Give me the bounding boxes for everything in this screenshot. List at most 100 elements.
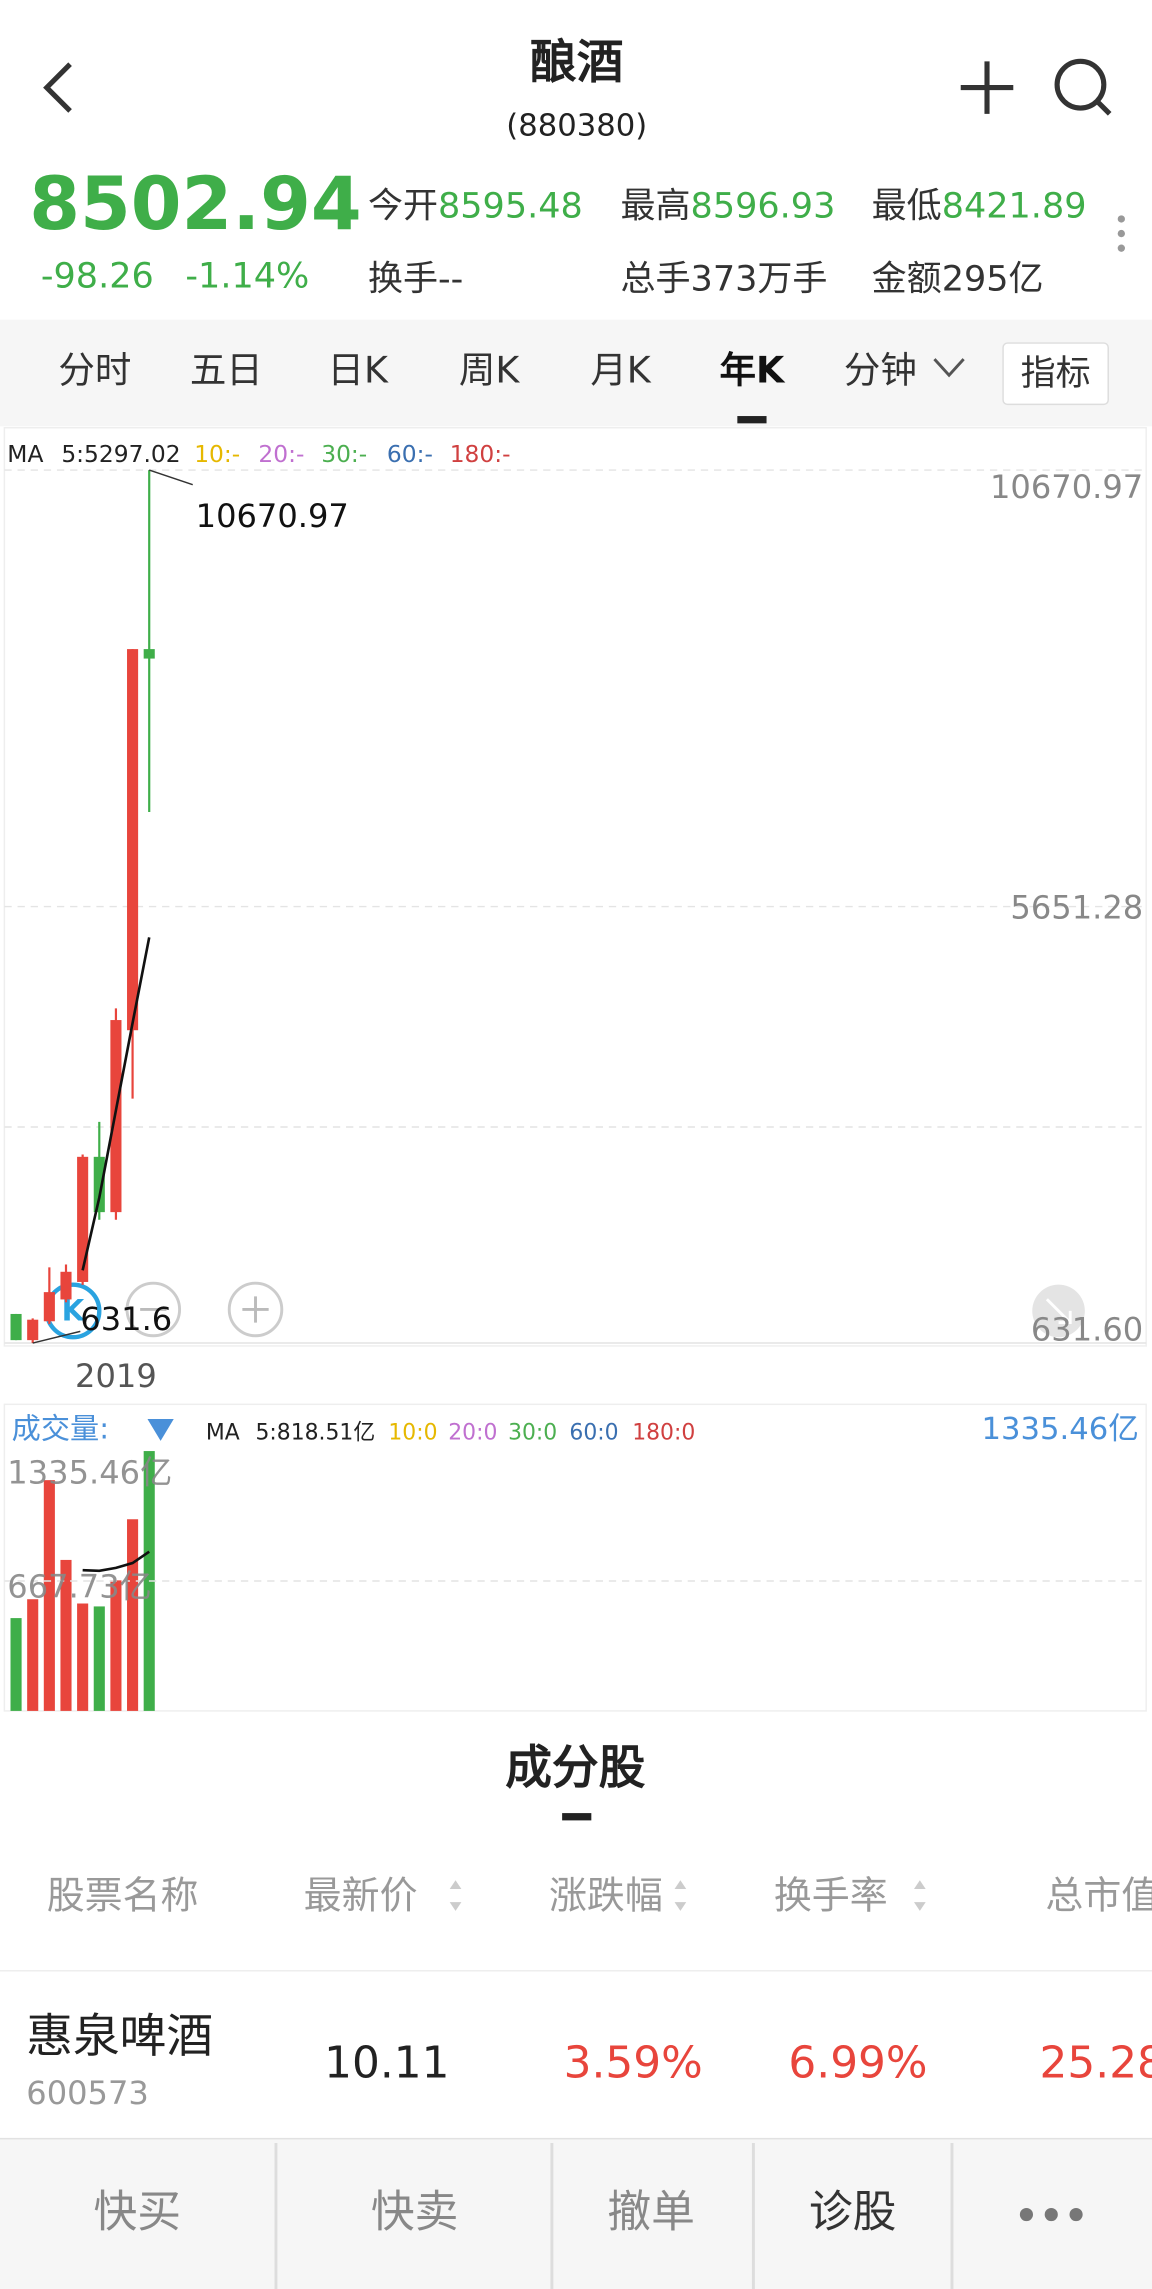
ma-legend: 20:- — [258, 440, 304, 468]
volume-dropdown[interactable] — [147, 1418, 174, 1441]
bottom-button[interactable]: 快买 — [93, 2187, 181, 2238]
candle-body — [143, 649, 155, 659]
indicator-box[interactable] — [1002, 342, 1109, 406]
stat: 总手373万手 — [621, 258, 828, 299]
fullscreen[interactable] — [1032, 1284, 1085, 1338]
stat: 最低8421.89 — [872, 185, 1087, 226]
volume-max: 1335.46亿 — [981, 1412, 1138, 1447]
kline-frame — [3, 426, 1147, 1347]
more-menu[interactable] — [1019, 2207, 1083, 2222]
volume-ma-legend: 5:818.51亿 — [256, 1421, 376, 1446]
stock-turnover: 6.99% — [788, 2038, 927, 2089]
add-button[interactable] — [960, 61, 1014, 114]
y-tick-label: 10670.97 — [990, 468, 1143, 506]
volume-tick-label: 1335.46亿 — [7, 1453, 172, 1491]
volume-ma-legend: MA — [206, 1421, 240, 1446]
tab[interactable]: 分时 — [58, 349, 131, 392]
stock-code: 600573 — [26, 2074, 149, 2112]
tab[interactable]: 月K — [590, 349, 651, 392]
bar-dividers — [274, 2143, 954, 2289]
sort-arrows — [914, 1880, 926, 1911]
candle-body — [93, 1156, 105, 1213]
candle-body — [10, 1313, 22, 1341]
back-button[interactable] — [43, 62, 72, 113]
annotation-line — [148, 469, 193, 486]
volume-bar — [27, 1599, 39, 1711]
stat: 今开8595.48 — [368, 185, 583, 226]
tab[interactable]: 日K — [328, 349, 389, 392]
stat-value: -- — [438, 258, 463, 299]
column-header[interactable]: 最新价 — [304, 1873, 418, 1917]
stat: 换手-- — [368, 258, 463, 299]
tabs: 分时 五日 日K 周K 月K 年K 分钟 — [58, 349, 917, 392]
section-title: 成分股 — [505, 1741, 645, 1795]
title: 酿酒 — [530, 36, 623, 90]
tab-underline — [737, 416, 767, 424]
stat-value: 8596.93 — [691, 185, 836, 226]
stat-value: 295亿 — [942, 258, 1044, 299]
volume-ma-legend: 180:0 — [632, 1421, 695, 1446]
stock-cap: 25.28 — [1040, 2038, 1152, 2089]
volume-bar — [93, 1606, 105, 1711]
stat-label: 最低 — [872, 185, 942, 226]
y-tick-label: 631.60 — [1031, 1310, 1143, 1348]
price: 8502.94 — [29, 162, 361, 247]
stock-change: 3.59% — [564, 2038, 703, 2089]
stat: 金额295亿 — [872, 258, 1044, 299]
volume-title: 成交量: — [12, 1412, 109, 1446]
change: -98.26 — [41, 255, 154, 296]
volume-ma-legend: 10:0 — [388, 1421, 437, 1446]
volume-bar — [77, 1603, 89, 1711]
x-tick-label: 2019 — [75, 1357, 157, 1395]
stat-label: 今开 — [368, 185, 438, 226]
volume-ma-legend: 60:0 — [569, 1421, 618, 1446]
zoom-in[interactable] — [227, 1281, 284, 1338]
ma-legend: 180:- — [450, 440, 511, 468]
y-tick-label: 5651.28 — [1010, 888, 1143, 926]
sort-arrows — [449, 1880, 462, 1911]
ma-legend: 5:5297.02 — [61, 440, 180, 468]
volume-ma-legend: 30:0 — [508, 1421, 557, 1446]
volume-bar — [127, 1519, 139, 1711]
dropdown-icon[interactable] — [933, 358, 965, 378]
ma-legend: MA — [7, 440, 43, 468]
column-header[interactable]: 涨跌幅 — [549, 1873, 663, 1917]
indicator-button[interactable]: 指标 — [1021, 353, 1091, 394]
ma-legend: 30:- — [321, 440, 367, 468]
tab[interactable]: 分钟 — [844, 349, 917, 392]
tab[interactable]: 五日 — [190, 349, 263, 392]
search-button[interactable] — [1054, 58, 1112, 116]
volume-bar — [60, 1559, 72, 1711]
tab-bar — [0, 319, 1152, 427]
volume-bar — [110, 1580, 122, 1711]
column-header: 股票名称 — [47, 1873, 199, 1917]
zoom-out[interactable] — [125, 1281, 182, 1338]
stock-name[interactable]: 惠泉啤酒 — [26, 2010, 213, 2064]
bottom-button[interactable]: 快卖 — [371, 2187, 459, 2238]
section-underline — [562, 1813, 592, 1821]
stat-label: 最高 — [621, 185, 691, 226]
ma-legend: 10:- — [194, 440, 240, 468]
candle-body — [60, 1271, 72, 1300]
tab[interactable]: 年K — [720, 349, 786, 392]
ma5-line — [81, 937, 151, 1271]
volume-bar — [10, 1618, 22, 1711]
stat-value: 373万手 — [691, 258, 828, 299]
stock-price: 10.11 — [324, 2038, 449, 2089]
stat-label: 金额 — [872, 258, 942, 299]
bottom-button[interactable]: 诊股 — [809, 2187, 897, 2238]
tab[interactable]: 周K — [459, 349, 520, 392]
volume-ma-legend: 20:0 — [448, 1421, 497, 1446]
more-button[interactable] — [1117, 215, 1125, 252]
bottom-button[interactable]: 撤单 — [607, 2187, 695, 2238]
column-header[interactable]: 总市值 — [1045, 1873, 1152, 1917]
min-annotation: 631.6 — [80, 1300, 172, 1338]
stat-value: 8595.48 — [438, 185, 583, 226]
column-header[interactable]: 换手率 — [774, 1873, 888, 1917]
max-annotation: 10670.97 — [196, 497, 349, 535]
candle-body — [127, 649, 139, 1031]
header-bg — [0, 0, 1152, 319]
